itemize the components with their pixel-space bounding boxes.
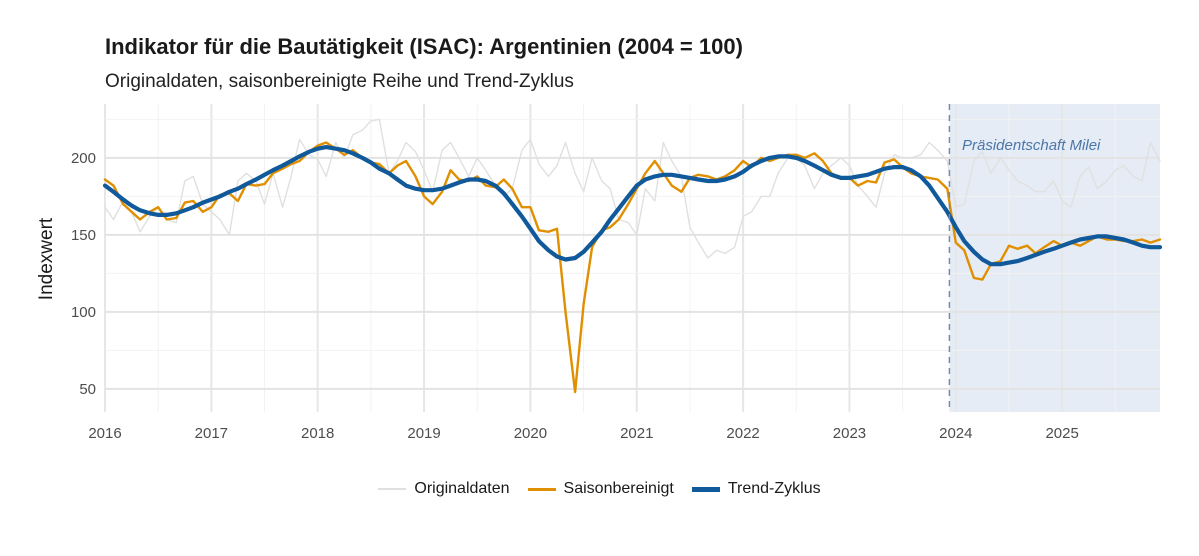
legend-item-original: Originaldaten: [378, 480, 510, 498]
x-tick-label: 2017: [195, 425, 228, 442]
legend-label-trend: Trend-Zyklus: [727, 480, 821, 497]
x-tick-label: 2022: [726, 425, 759, 442]
annotation-label: Präsidentschaft Milei: [962, 137, 1101, 154]
legend-label-seasonal: Saisonbereinigt: [563, 480, 674, 497]
legend-key-trend: [691, 486, 720, 492]
x-tick-label: 2018: [301, 425, 334, 442]
y-tick-label: 100: [71, 304, 96, 321]
series-layer: [102, 104, 1163, 412]
chart-title: Indikator für die Bautätigkeit (ISAC): A…: [105, 34, 743, 59]
x-tick-label: 2016: [88, 425, 121, 442]
y-tick-label: 200: [71, 150, 96, 167]
legend-key-original: [378, 488, 407, 490]
x-tick-label: 2021: [620, 425, 653, 442]
grid-layer: [104, 104, 1160, 412]
x-tick-label: 2020: [514, 425, 547, 442]
x-tick-label: 2023: [833, 425, 866, 442]
tick-layer: 2016 2017 2018 2019 2020 2021 2022 2023 2024 2025…: [71, 150, 1079, 442]
x-tick-label: 2025: [1045, 425, 1078, 442]
series-line-original: [104, 118, 1161, 259]
line-chart: 2016 2017 2018 2019 2020 2021 2022 2023 2024 2025…: [36, 104, 1163, 442]
x-tick-label: 2024: [939, 425, 972, 442]
y-tick-label: 150: [71, 227, 96, 244]
series-line-seasonal: [103, 141, 1162, 394]
x-tick-label: 2019: [407, 425, 440, 442]
legend: Originaldaten Saisonbereinigt Trend-Zykl…: [0, 480, 1199, 498]
series-line-trend: [102, 145, 1163, 267]
legend-key-seasonal: [527, 487, 556, 491]
legend-item-seasonal: Saisonbereinigt: [527, 480, 674, 498]
chart-subtitle: Originaldaten, saisonbereinigte Reihe un…: [105, 71, 574, 92]
y-axis-title: Indexwert: [36, 217, 57, 300]
legend-label-original: Originaldaten: [414, 480, 510, 497]
legend-item-trend: Trend-Zyklus: [691, 480, 821, 498]
y-tick-label: 50: [79, 381, 96, 398]
